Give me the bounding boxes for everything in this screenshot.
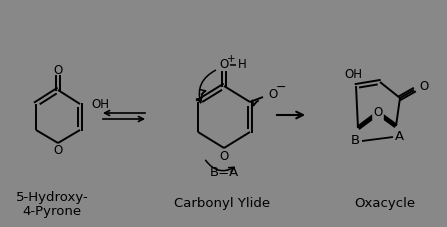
Text: A: A xyxy=(394,131,404,143)
Text: O: O xyxy=(419,81,429,94)
Text: −: − xyxy=(276,81,286,94)
Text: OH: OH xyxy=(344,69,362,81)
Text: OH: OH xyxy=(91,98,109,111)
Text: 5-Hydroxy-: 5-Hydroxy- xyxy=(16,192,89,205)
Text: Carbonyl Ylide: Carbonyl Ylide xyxy=(174,197,270,210)
Text: O: O xyxy=(373,106,383,119)
Text: Oxacycle: Oxacycle xyxy=(354,197,416,210)
Text: O: O xyxy=(219,150,228,163)
Text: 4-Pyrone: 4-Pyrone xyxy=(22,205,81,217)
Text: O: O xyxy=(219,59,228,72)
Text: +: + xyxy=(227,54,235,64)
Text: O: O xyxy=(53,64,63,76)
Text: H: H xyxy=(238,59,246,72)
Text: O: O xyxy=(53,145,63,158)
Text: B=A: B=A xyxy=(209,166,239,180)
Text: O: O xyxy=(268,87,278,101)
Text: B: B xyxy=(350,135,359,148)
